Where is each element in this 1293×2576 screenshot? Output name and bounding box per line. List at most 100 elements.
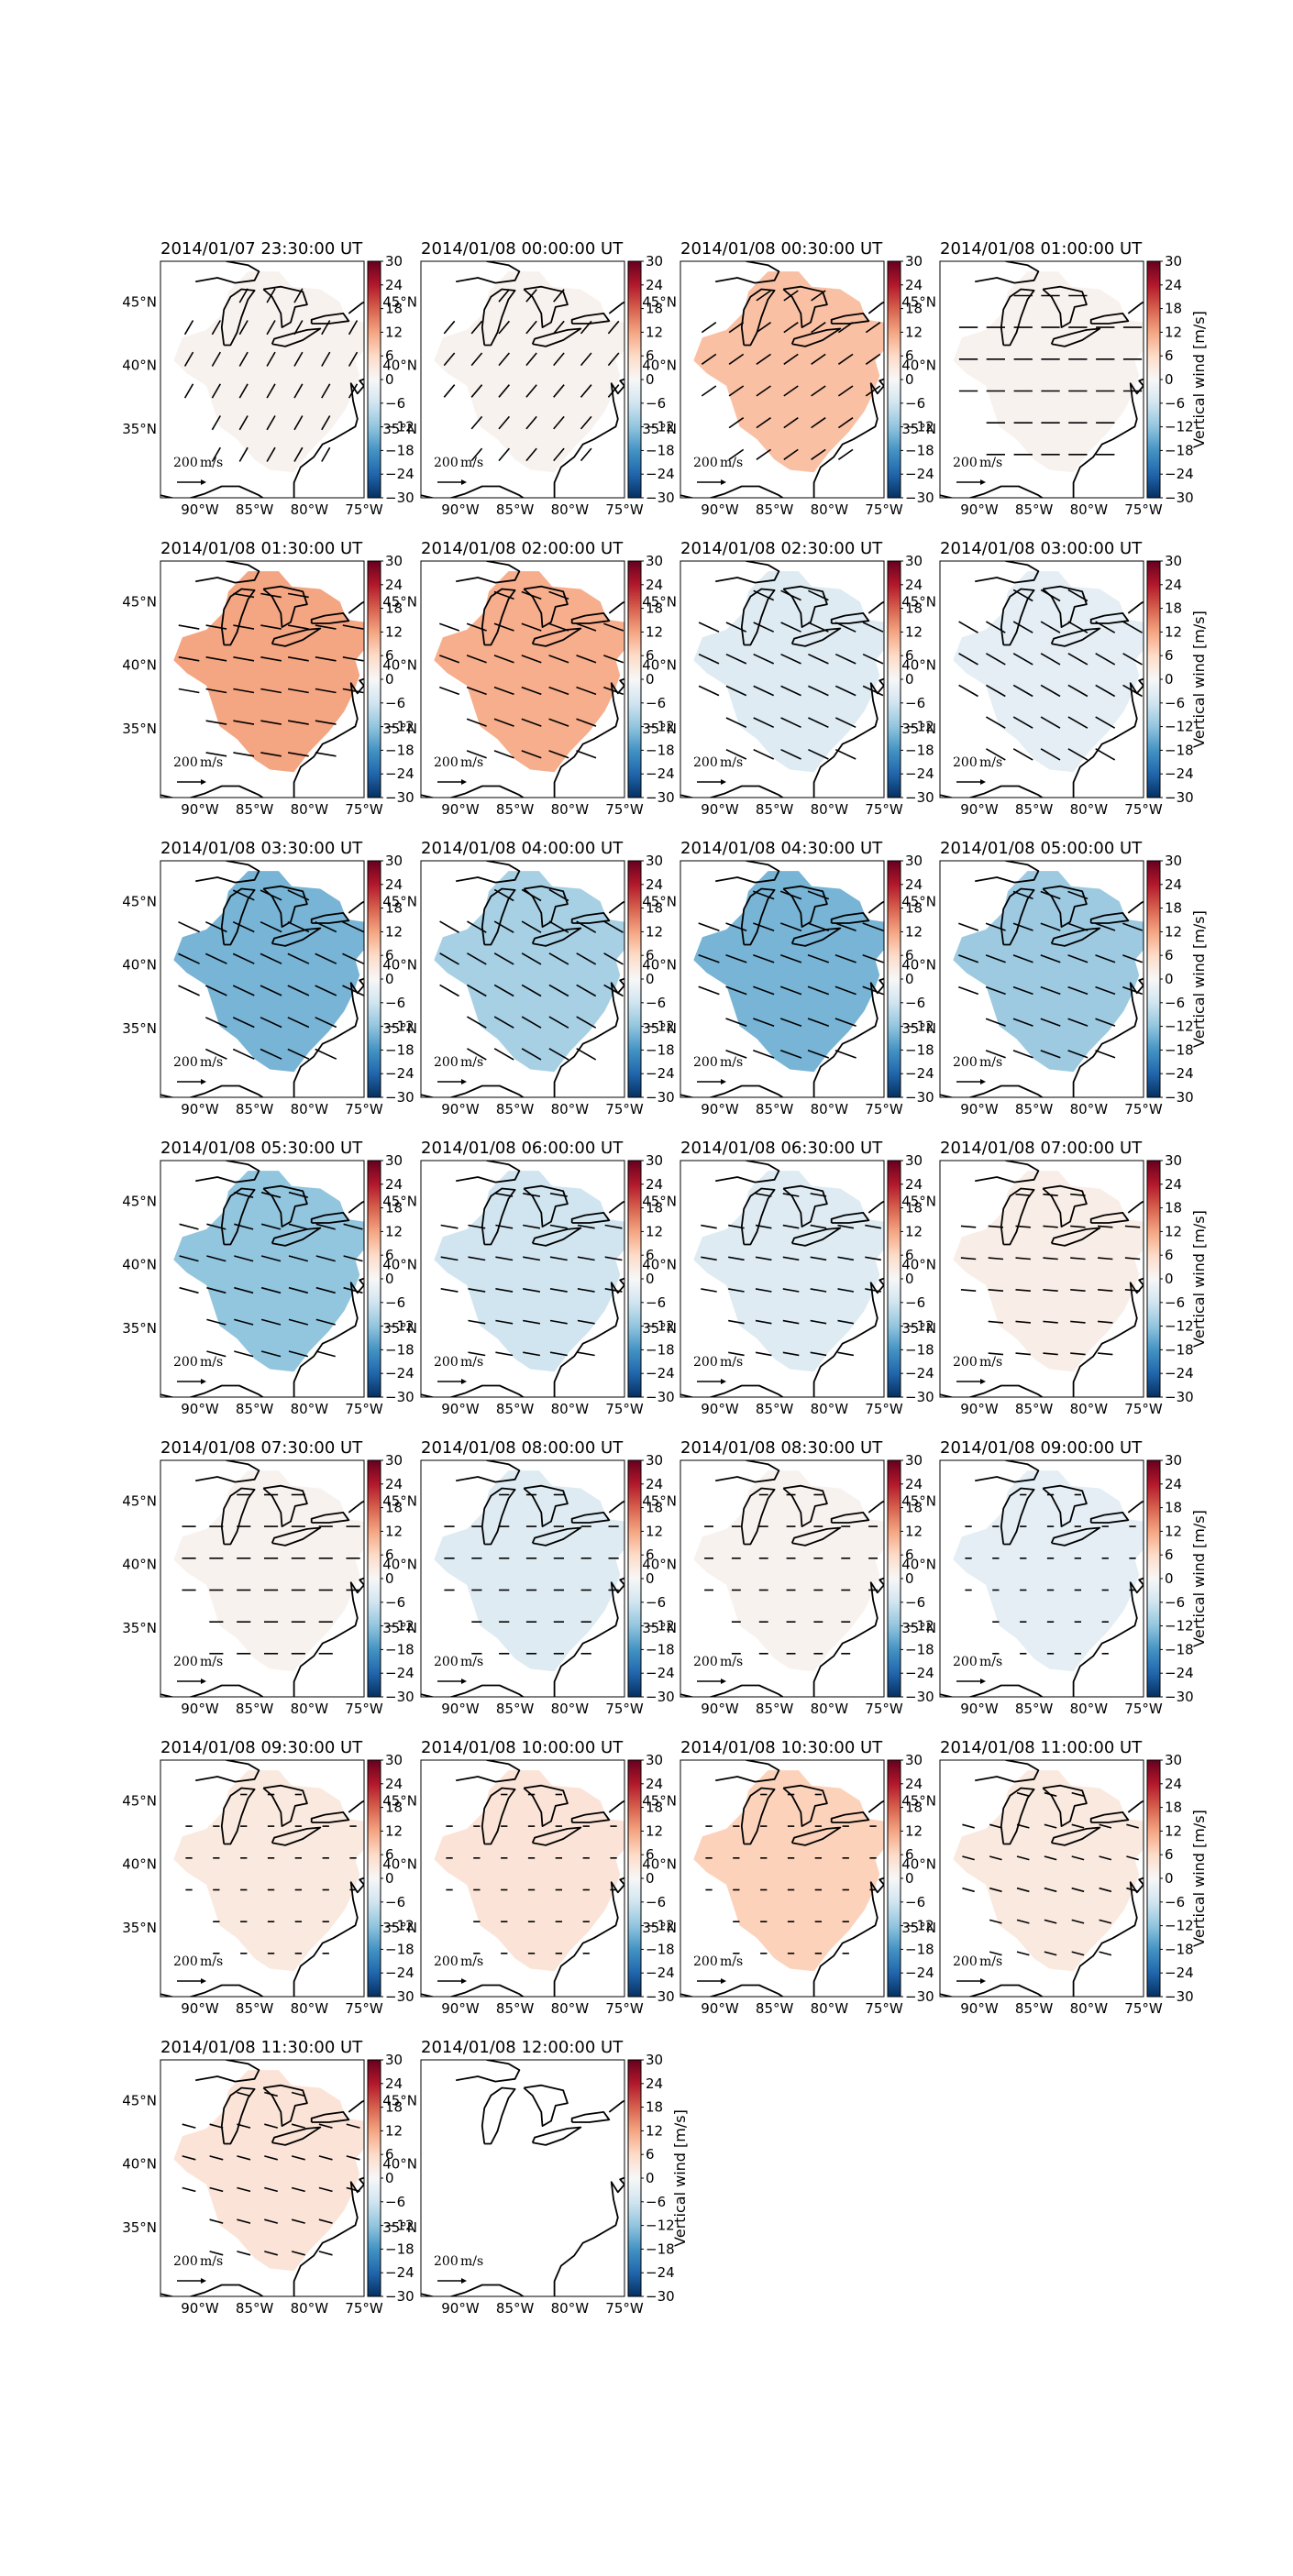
wind-vector <box>577 1224 595 1229</box>
wind-vector <box>549 1224 568 1229</box>
panel-title: 2014/01/08 00:00:00 UT <box>421 239 624 259</box>
wind-vector <box>493 718 514 727</box>
lon-tick-label: 85°W <box>1015 1701 1054 1717</box>
wind-vector <box>753 653 775 665</box>
wind-vector <box>288 1350 309 1358</box>
colorbar-tick-label: 24 <box>905 1476 923 1492</box>
vertical-wind-shading <box>434 1470 624 1672</box>
colorbar-tick-label: −24 <box>1165 765 1194 782</box>
colorbar-tick-label: −24 <box>646 2264 675 2281</box>
quiver-key-arrowhead <box>980 1978 986 1984</box>
quiver-key-unit: m/s <box>979 456 1002 470</box>
lon-tick-label: 90°W <box>960 801 999 818</box>
quiver-key-unit: m/s <box>979 1655 1002 1669</box>
axes-frame <box>420 860 625 1098</box>
wind-vector <box>232 1048 255 1060</box>
colorbar-tick-label: 12 <box>385 1822 403 1839</box>
wind-vector <box>521 1016 542 1029</box>
colorbar-tick-label: 30 <box>385 1752 403 1768</box>
wind-vector <box>206 1223 227 1230</box>
lat-tick-label: 35°N <box>642 1320 677 1337</box>
wind-vector <box>725 717 747 729</box>
wind-vector <box>725 922 747 932</box>
quiver-key-label: 200 <box>953 1655 978 1669</box>
colorbar-tick-label: 18 <box>385 2099 403 2116</box>
lat-tick-label: 45°N <box>122 1792 157 1809</box>
quiver-key-label: 200 <box>693 1954 718 1969</box>
wind-vector <box>1126 1823 1139 1829</box>
coastline <box>975 1460 1040 1483</box>
lat-tick-label: 40°N <box>382 657 417 674</box>
wind-vector <box>755 1224 772 1229</box>
coastline <box>1127 900 1144 914</box>
lat-tick-label: 35°N <box>901 1620 936 1636</box>
panel-content <box>160 861 364 1097</box>
wind-vector <box>1016 1823 1030 1829</box>
quiver-key-label: 200 <box>953 1055 978 1070</box>
quiver-key-unit: m/s <box>460 755 483 770</box>
wind-vector <box>211 383 221 399</box>
coastline <box>421 1984 525 1997</box>
colorbar-tick-label: −6 <box>646 695 666 711</box>
quiver-key-label: 200 <box>693 456 718 470</box>
colorbar-tick-label: −12 <box>905 719 934 735</box>
colorbar-tick-label: 30 <box>385 1152 403 1169</box>
quiver-key-label: 200 <box>173 2254 198 2269</box>
colorbar <box>367 860 381 1098</box>
wind-vector <box>466 1016 487 1029</box>
wind-vector <box>580 384 592 398</box>
panel-content <box>680 1460 884 1697</box>
quiver-key-label: 200 <box>693 1355 718 1370</box>
map-panel: 2014/01/08 07:30:00 UT 200 m/s 90°W 85°W 80°W… <box>122 1438 414 1717</box>
wind-vector <box>958 621 978 633</box>
colorbar-tick-label: 0 <box>1165 1271 1174 1287</box>
wind-vector <box>780 622 801 633</box>
wind-vector <box>1012 985 1033 996</box>
lon-tick-label: 90°W <box>441 1401 480 1417</box>
quiver-key-unit: m/s <box>720 1055 743 1070</box>
colorbar-tick-label: −24 <box>385 765 414 782</box>
coastline <box>940 1084 1044 1097</box>
axes-frame <box>680 560 885 798</box>
colorbar-tick-label: 30 <box>646 253 663 270</box>
colorbar-tick-label: 18 <box>385 1800 403 1816</box>
coastline <box>523 285 569 329</box>
wind-vector <box>553 352 565 367</box>
wind-vector <box>287 985 310 996</box>
wind-vector <box>1099 1823 1112 1829</box>
wind-vector <box>837 385 854 397</box>
wind-vector <box>728 353 745 365</box>
colorbar-tick-label: −24 <box>905 1365 934 1382</box>
colorbar-tick-label: 24 <box>646 277 663 293</box>
coastline <box>1089 612 1130 624</box>
wind-vector <box>577 1288 595 1293</box>
panel-content <box>421 261 624 498</box>
wind-vector <box>834 717 856 729</box>
lon-tick-label: 90°W <box>960 1401 999 1417</box>
wind-vector <box>318 2218 333 2224</box>
wind-vector <box>1015 1352 1031 1356</box>
wind-vector <box>989 1855 1002 1861</box>
colorbar-tick-label: 30 <box>905 1152 923 1169</box>
coastline <box>1042 285 1088 329</box>
colorbar-tick-label: −18 <box>646 1341 675 1358</box>
wind-vector <box>178 920 200 933</box>
colorbar-tick-label: 18 <box>385 1200 403 1216</box>
colorbar-tick-label: 6 <box>646 647 655 664</box>
wind-vector <box>266 351 276 367</box>
panel-title: 2014/01/08 08:30:00 UT <box>680 1438 883 1458</box>
coastline <box>262 885 308 928</box>
lon-tick-label: 90°W <box>181 1701 219 1717</box>
wind-vector <box>233 592 255 599</box>
lat-tick-label: 40°N <box>901 657 936 674</box>
colorbar-tick-label: 0 <box>385 971 394 987</box>
quiver-key-unit: m/s <box>979 1355 1002 1370</box>
lon-tick-label: 90°W <box>701 1101 739 1117</box>
coastline <box>570 2110 611 2123</box>
colorbar-tick-label: −30 <box>1165 789 1194 806</box>
colorbar-tick-label: 24 <box>1165 577 1182 593</box>
wind-vector <box>315 1286 336 1294</box>
wind-vector <box>958 684 978 698</box>
coastline <box>421 2284 525 2296</box>
colorbar-tick-label: 18 <box>646 301 663 317</box>
